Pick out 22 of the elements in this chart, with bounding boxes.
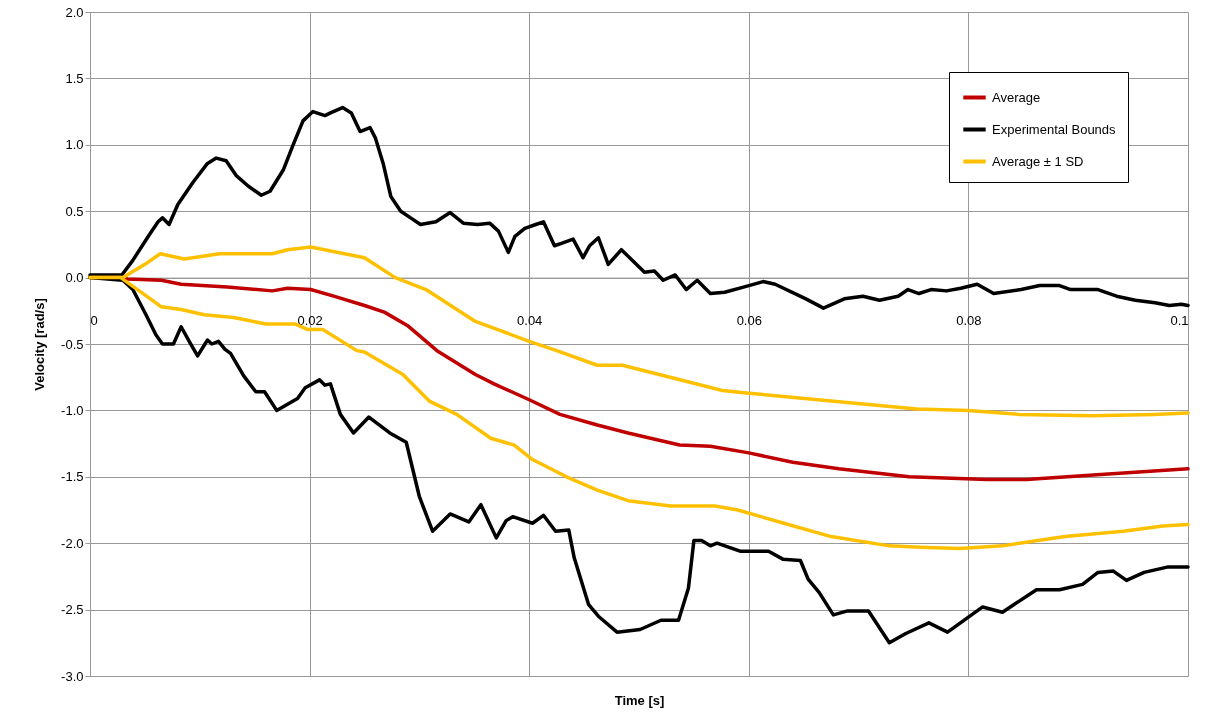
x-tick-label: 0.1 [1170, 313, 1189, 329]
x-tick-label: 0 [90, 313, 98, 329]
x-tick-label: 0.08 [956, 313, 982, 329]
legend-label: Average [992, 89, 1041, 105]
x-tick-label: 0.04 [517, 313, 543, 329]
y-tick-label: 1.0 [65, 137, 84, 153]
y-tick-label: 0.0 [65, 270, 84, 286]
y-tick-label: 0.5 [65, 203, 84, 219]
x-tick-label: 0.02 [297, 313, 323, 329]
y-tick-label: -3.0 [61, 668, 84, 684]
legend-label: Average ± 1 SD [992, 153, 1084, 169]
y-tick-label: -0.5 [61, 336, 84, 352]
y-tick-label: -1.5 [61, 469, 84, 485]
y-tick-label: -2.5 [61, 602, 84, 618]
y-tick-label: 2.0 [65, 4, 84, 20]
y-tick-label: 1.5 [65, 70, 84, 86]
legend-label: Experimental Bounds [992, 121, 1117, 137]
x-tick-label: 0.06 [736, 313, 762, 329]
x-axis-title: Time [s] [614, 692, 665, 708]
y-tick-label: -2.0 [61, 535, 84, 551]
y-tick-label: -1.0 [61, 402, 84, 418]
y-axis-title: Velocity [rad/s] [32, 298, 48, 391]
